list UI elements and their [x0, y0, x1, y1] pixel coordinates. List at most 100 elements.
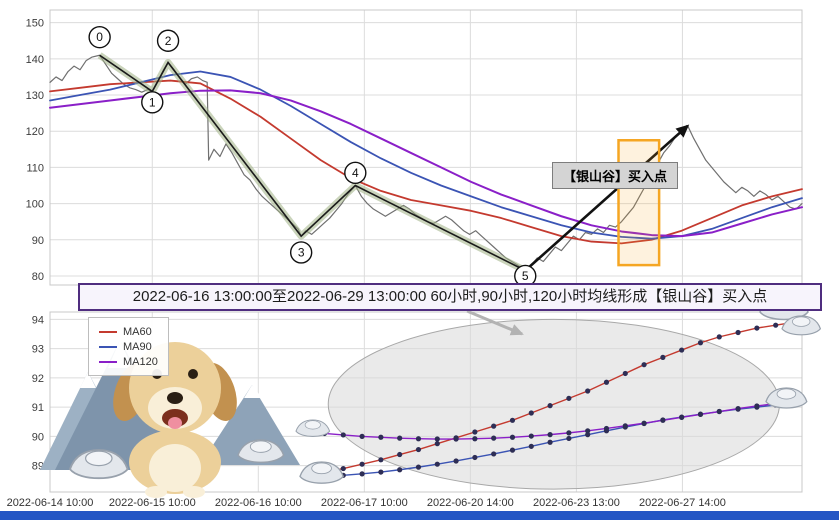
taskbar[interactable] — [0, 511, 839, 520]
series-marker-MA90 — [509, 447, 516, 453]
ingot-dome — [85, 450, 113, 467]
silver-ingot-icon — [68, 449, 129, 479]
series-marker-MA60 — [622, 370, 628, 377]
y-tick-label: 80 — [32, 271, 44, 283]
y-tick-label: 100 — [26, 199, 44, 211]
series-marker-MA120 — [697, 411, 704, 418]
pattern-point-label: 4 — [352, 166, 359, 180]
series-marker-MA60 — [716, 334, 722, 340]
series-marker-MA60 — [509, 417, 516, 423]
series-marker-MA60 — [754, 325, 760, 331]
dog-eye — [188, 369, 198, 379]
series-marker-MA60 — [415, 446, 422, 453]
silver-ingot-icon — [299, 461, 344, 484]
dog-paw — [183, 486, 205, 498]
series-marker-MA90 — [359, 471, 365, 477]
series-marker-MA60 — [378, 457, 384, 463]
series-marker-MA120 — [397, 435, 403, 441]
buy-point-annotation: 【银山谷】买入点 — [552, 162, 679, 189]
series-marker-MA120 — [585, 428, 591, 434]
dog-tongue — [168, 417, 182, 429]
series-marker-MA120 — [434, 436, 440, 442]
series-marker-MA120 — [340, 432, 346, 438]
y-tick-label: 90 — [32, 235, 44, 247]
legend-label-ma90: MA90 — [123, 340, 152, 353]
series-marker-MA120 — [472, 436, 478, 442]
series-marker-MA60 — [566, 395, 572, 401]
series-marker-MA90 — [397, 467, 403, 473]
ingot-dome — [304, 420, 321, 430]
series-marker-MA120 — [754, 403, 760, 409]
mountain-shape — [80, 372, 96, 388]
series-marker-MA120 — [679, 414, 685, 420]
silver-ingot-icon — [237, 439, 285, 464]
series-marker-MA60 — [397, 451, 403, 458]
pattern-point-label: 2 — [165, 34, 172, 48]
legend-line-ma90-icon — [99, 345, 117, 348]
legend-item-ma90: MA90 — [99, 339, 158, 354]
series-marker-MA90 — [453, 458, 459, 464]
series-marker-MA90 — [472, 454, 478, 461]
series-marker-MA60 — [773, 322, 779, 328]
y-tick-label: 94 — [32, 314, 44, 326]
series-marker-MA60 — [340, 465, 346, 472]
series-marker-MA90 — [415, 464, 422, 470]
ingot-dome — [792, 316, 811, 327]
series-marker-MA120 — [547, 432, 553, 438]
y-tick-label: 130 — [26, 90, 44, 102]
y-tick-label: 93 — [32, 344, 44, 356]
x-axis-labels: 2022-06-14 10:00 2022-06-15 10:00 2022-06-… — [0, 497, 839, 511]
series-marker-MA60 — [641, 362, 647, 368]
pattern-point-4 — [344, 161, 367, 185]
series-marker-MA120 — [453, 436, 459, 442]
series-marker-MA120 — [622, 423, 628, 429]
pattern-point-0 — [88, 25, 111, 49]
x-tick-label: 2022-06-15 10:00 — [108, 497, 196, 509]
series-marker-MA90 — [491, 451, 497, 457]
series-marker-MA60 — [359, 461, 365, 467]
series-marker-MA60 — [603, 379, 610, 385]
series-marker-MA90 — [528, 443, 534, 449]
silver-ingot-icon — [765, 387, 808, 409]
legend-line-ma60-icon — [99, 330, 117, 333]
series-marker-MA60 — [491, 423, 497, 429]
series-marker-MA60 — [735, 329, 741, 336]
series-MA90 — [49, 70, 803, 240]
y-tick-label: 90 — [32, 431, 44, 443]
series-marker-MA120 — [660, 417, 666, 423]
legend-item-ma120: MA120 — [99, 354, 158, 369]
silver-ingot-icon — [781, 315, 822, 336]
x-tick-label: 2022-06-14 10:00 — [6, 497, 94, 509]
series-marker-MA60 — [660, 354, 666, 360]
y-tick-label: 110 — [26, 162, 44, 174]
buy-point-annotation-text: 【银山谷】买入点 — [563, 169, 668, 184]
buy-zone-rect — [617, 139, 661, 267]
legend-item-ma60: MA60 — [99, 324, 158, 339]
inset-legend: MA60 MA90 MA120 — [88, 317, 169, 376]
x-tick-label: 2022-06-16 10:00 — [214, 497, 302, 509]
pattern-banner: 2022-06-16 13:00:00至2022-06-29 13:00:00 … — [78, 283, 822, 311]
breakout-arrow — [524, 124, 690, 272]
series-marker-MA60 — [547, 403, 553, 409]
series-marker-MA60 — [434, 441, 440, 447]
dog-chest — [149, 444, 201, 492]
legend-line-ma120-icon — [99, 360, 117, 363]
dog-nose — [167, 392, 183, 404]
ingot-dome — [311, 462, 332, 475]
y-tick-label: 91 — [32, 402, 44, 414]
pattern-point-label: 3 — [298, 245, 305, 259]
dog-paw — [145, 486, 167, 498]
series-marker-MA120 — [491, 435, 497, 441]
series-MA60 — [49, 79, 803, 245]
dog-illustration — [113, 342, 237, 498]
legend-label-ma120: MA120 — [123, 355, 158, 368]
legend-label-ma60: MA60 — [123, 325, 152, 338]
series-marker-MA60 — [585, 388, 591, 394]
y-tick-label: 150 — [26, 18, 44, 30]
series-marker-MA90 — [547, 439, 553, 445]
series-marker-MA60 — [697, 340, 704, 346]
series-marker-MA120 — [359, 433, 365, 439]
series-marker-MA120 — [528, 433, 534, 439]
